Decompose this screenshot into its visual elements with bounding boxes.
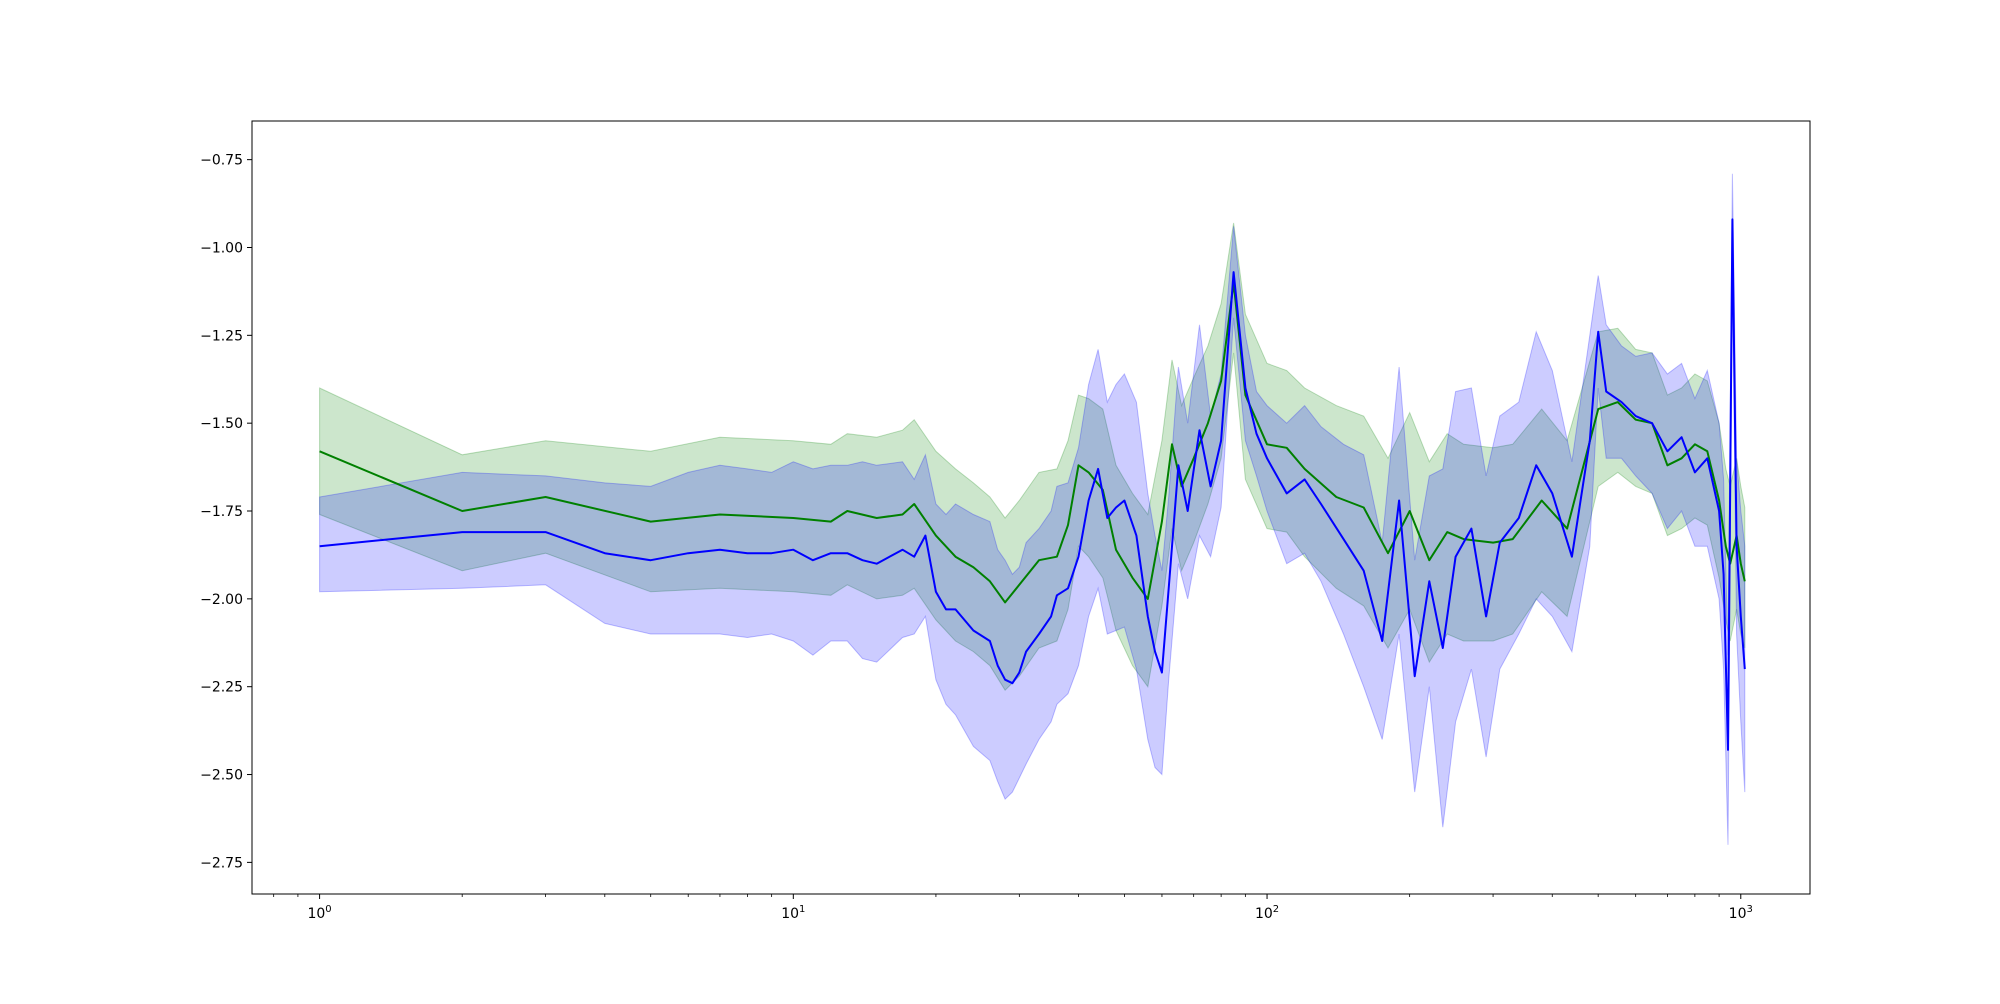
series-2-line bbox=[319, 218, 1746, 751]
x-axis-ticks: 100 101 102 103 bbox=[273, 894, 1753, 922]
y-tick-label: −2.00 bbox=[200, 592, 243, 608]
y-tick-label: −1.50 bbox=[200, 416, 243, 432]
y-axis-ticks: −0.75 −1.00 −1.25 −1.50 −1.75 −2.00 −2.25 −2.50… bbox=[200, 153, 252, 871]
y-tick-label: −2.25 bbox=[200, 680, 243, 696]
y-tick-label: −1.25 bbox=[200, 328, 243, 344]
y-tick-label: −2.50 bbox=[200, 768, 243, 784]
y-tick-label: −2.75 bbox=[200, 855, 243, 871]
plot-area-frame bbox=[251, 120, 1811, 895]
y-tick-label: −0.75 bbox=[200, 153, 243, 169]
series-2-band bbox=[319, 173, 1746, 845]
series-lines bbox=[319, 218, 1746, 751]
y-tick-label: −1.75 bbox=[200, 504, 243, 520]
y-tick-label: −1.00 bbox=[200, 240, 243, 256]
